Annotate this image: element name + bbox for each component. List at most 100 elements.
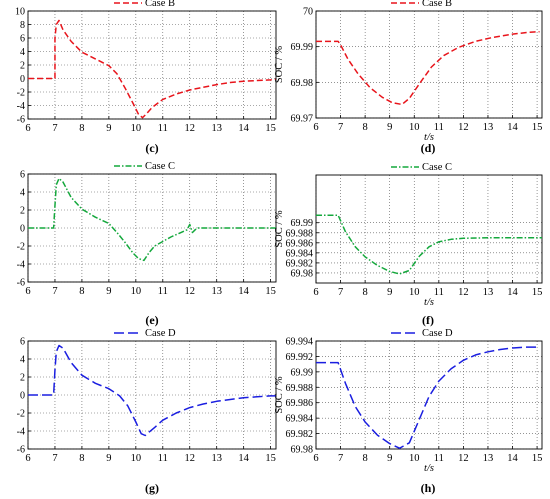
x-tick-label: 9 [387,122,392,133]
y-tick-label: 69.992 [286,352,314,363]
x-tick-label: 11 [434,122,444,133]
x-tick-label: 14 [507,453,518,464]
x-axis-label: t/s [424,297,434,308]
x-tick-label: 11 [158,286,168,297]
y-tick-label: 4 [20,47,25,58]
x-tick-label: 14 [238,453,249,464]
y-tick-label: 2 [20,373,25,384]
y-tick-label: -4 [17,101,25,112]
y-tick-label: 69.97 [291,114,314,125]
x-tick-label: 15 [265,453,276,464]
x-tick-label: 15 [265,286,276,297]
x-tick-label: 6 [25,453,30,464]
x-tick-label: 13 [211,286,222,297]
x-tick-label: 9 [106,286,111,297]
panel-label: (h) [421,481,436,495]
series-line-case-c [316,214,542,275]
y-tick-label: 69.988 [286,228,314,239]
y-tick-label: -2 [17,88,25,99]
x-tick-label: 11 [434,453,444,464]
x-tick-label: 6 [313,122,318,133]
y-tick-label: 69.982 [286,429,314,440]
legend-label: Case C [422,162,452,173]
x-tick-label: 8 [363,287,368,298]
x-tick-label: 7 [338,453,343,464]
y-tick-label: -2 [17,409,25,420]
y-tick-label: 4 [20,355,25,366]
chart-panel-f: 6 7 8 9 10 11 12 13 14 1569.9869.98269.98469.9866… [274,162,543,327]
x-tick-label: 6 [313,287,318,298]
y-tick-label: 2 [20,61,25,72]
x-tick-label: 9 [106,453,111,464]
x-tick-label: 9 [106,123,111,134]
x-tick-label: 12 [184,453,195,464]
y-tick-label: 69.982 [286,258,314,269]
x-tick-label: 14 [507,287,518,298]
panel-label: (d) [421,141,436,155]
x-tick-label: 15 [532,122,543,133]
panel-label: (f) [422,313,434,327]
x-tick-label: 13 [211,123,222,134]
legend-label: Case D [422,328,453,339]
series-line-case-c [28,177,276,262]
panel-label: (e) [145,313,158,327]
x-tick-label: 7 [52,286,57,297]
y-tick-label: 10 [15,7,25,18]
x-tick-label: 15 [265,123,276,134]
x-tick-label: 15 [532,287,543,298]
x-tick-label: 13 [483,122,494,133]
x-tick-label: 12 [458,122,469,133]
x-tick-label: 15 [532,453,543,464]
y-tick-label: 69.98 [291,78,314,89]
y-tick-label: 69.99 [291,367,314,378]
x-tick-label: 13 [211,453,222,464]
y-tick-label: 0 [20,74,25,85]
y-tick-label: 69.98 [291,268,314,279]
x-axis-label: t/s [424,132,434,143]
x-tick-label: 13 [483,453,494,464]
y-tick-label: 70 [303,7,313,18]
x-tick-label: 6 [313,453,318,464]
y-tick-label: 69.986 [286,398,314,409]
y-tick-label: -6 [17,115,25,126]
x-tick-label: 8 [79,286,84,297]
y-tick-label: -2 [17,242,25,253]
y-axis-label: SOC / % [274,210,285,248]
y-tick-label: 69.988 [286,383,314,394]
plot-area [316,341,542,449]
legend-label: Case B [422,0,452,9]
x-tick-label: 10 [131,286,142,297]
y-tick-label: 69.994 [286,337,314,348]
x-tick-label: 11 [434,287,444,298]
y-tick-label: -4 [17,427,25,438]
plot-area [316,11,542,118]
chart-panel-d: 6 7 8 9 10 11 12 13 14 15 69.97 69.98 69.99 70 Case B S… [274,0,543,155]
axes-frame [315,10,543,119]
y-tick-label: -6 [17,278,25,289]
x-tick-label: 10 [409,122,420,133]
x-tick-label: 8 [363,122,368,133]
y-tick-label: 69.99 [291,218,314,229]
series-line-case-d [28,344,276,437]
x-tick-label: 7 [52,453,57,464]
x-tick-label: 6 [25,286,30,297]
x-tick-label: 10 [409,453,420,464]
x-tick-label: 10 [131,123,142,134]
axes-frame [27,10,277,120]
axes-frame [315,174,543,284]
panel-label: (g) [145,481,159,495]
x-tick-label: 7 [338,122,343,133]
x-tick-label: 11 [158,123,168,134]
legend-label: Case D [145,328,176,339]
y-tick-label: 4 [20,188,25,199]
y-tick-label: 8 [20,20,25,31]
legend-label: Case B [145,0,175,9]
legend-label: Case C [145,161,175,172]
x-tick-label: 12 [458,287,469,298]
x-tick-label: 7 [52,123,57,134]
axes-frame [315,340,543,450]
